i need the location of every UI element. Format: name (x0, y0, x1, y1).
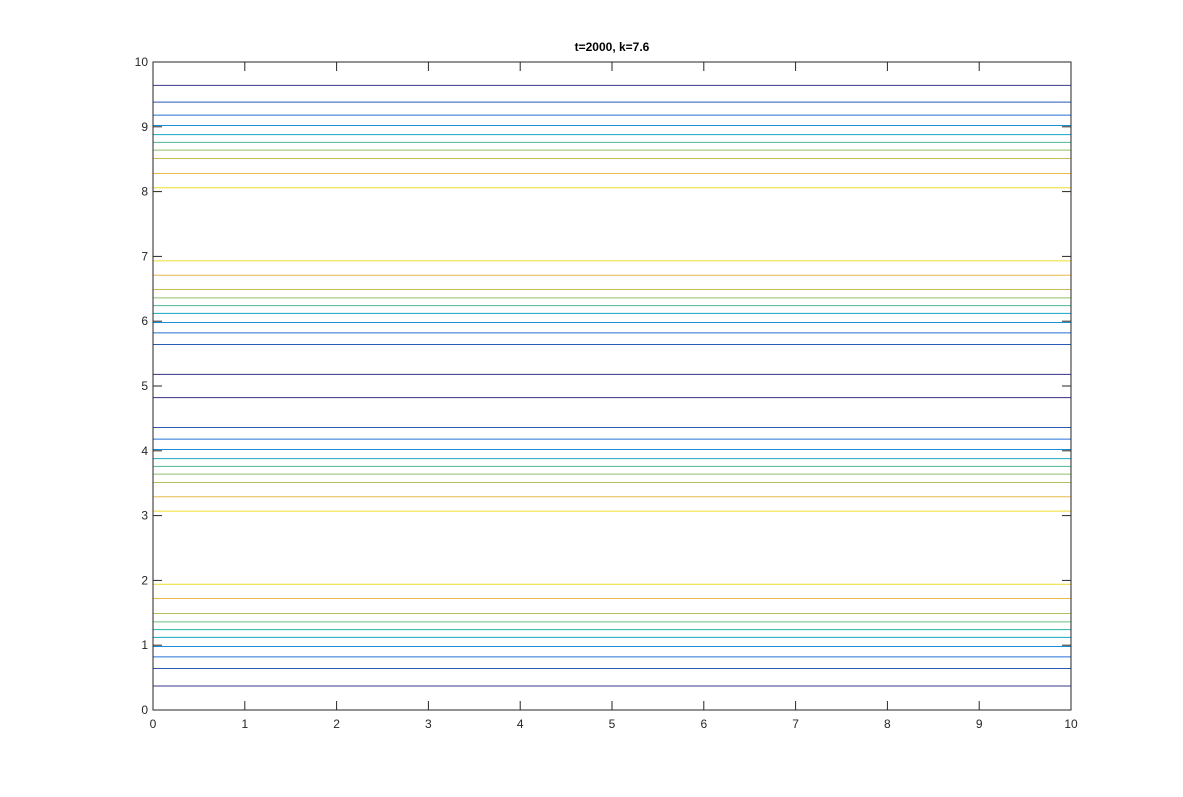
contour-lines (153, 84, 1071, 687)
x-tick-label: 7 (792, 717, 799, 731)
y-tick-label: 8 (141, 185, 148, 199)
axes-box (152, 61, 1072, 711)
y-tick-label: 7 (141, 249, 148, 263)
y-tick-label: 4 (141, 444, 148, 458)
y-tick-label: 6 (141, 314, 148, 328)
y-tick-label: 2 (141, 573, 148, 587)
x-tick-label: 3 (425, 717, 432, 731)
x-tick-label: 9 (976, 717, 983, 731)
axis-ticks: 0 1 2 3 4 5 6 7 8 9 10 0 1 2 3 4 5 6 7 8 9 10 (135, 55, 1078, 731)
x-tick-label: 6 (700, 717, 707, 731)
chart-title: t=2000, k=7.6 (575, 40, 650, 54)
axes-background (153, 62, 1071, 710)
y-tick-label: 0 (141, 703, 148, 717)
x-tick-label: 5 (609, 717, 616, 731)
y-tick-label: 3 (141, 509, 148, 523)
y-tick-label: 10 (135, 55, 149, 69)
x-tick-label: 0 (150, 717, 157, 731)
x-tick-label: 4 (517, 717, 524, 731)
x-tick-label: 10 (1064, 717, 1078, 731)
x-tick-label: 1 (241, 717, 248, 731)
x-tick-label: 8 (884, 717, 891, 731)
y-tick-label: 1 (141, 638, 148, 652)
y-tick-label: 9 (141, 120, 148, 134)
y-tick-label: 5 (141, 379, 148, 393)
x-tick-label: 2 (333, 717, 340, 731)
